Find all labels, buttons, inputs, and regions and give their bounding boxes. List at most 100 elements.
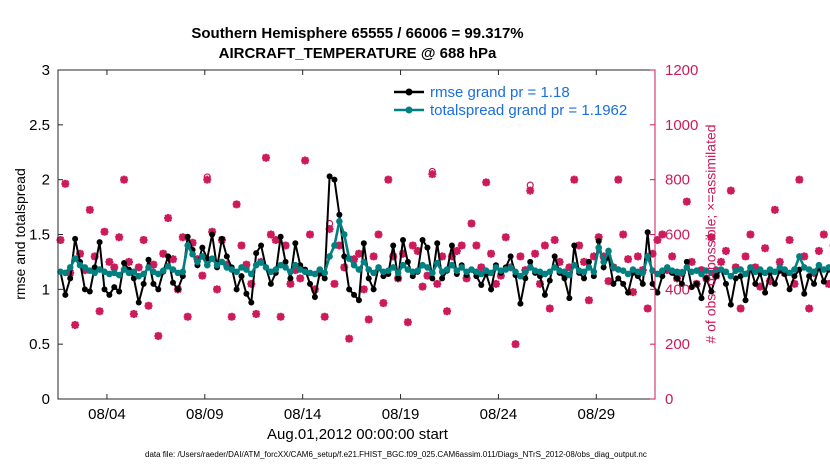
obs-possible-point [409,241,417,250]
series-point [624,270,632,278]
series-point [443,266,451,273]
series-point [389,264,397,271]
obs-possible-point [61,180,69,188]
obs-assimilated-point [795,175,804,184]
obs-assimilated-point [335,241,344,250]
obs-possible-point [477,263,485,271]
series-point [218,235,225,242]
obs-assimilated-point [359,285,368,294]
series-point [351,291,358,298]
obs-assimilated-point [805,304,814,313]
obs-possible-point [379,299,388,307]
obs-assimilated-point [120,175,129,184]
obs-possible-point [105,258,113,266]
series-point [360,240,367,247]
obs-possible-point [345,335,353,343]
series-point [649,267,656,274]
series-point [786,269,793,277]
obs-assimilated-point [227,312,236,321]
series-point [737,266,744,273]
series-point [620,280,627,287]
obs-possible-point [164,214,172,222]
obs-possible-point [321,313,329,321]
obs-possible-point [169,255,177,263]
series-point [595,238,602,245]
series-point [791,273,798,280]
series-point [526,264,534,271]
obs-assimilated-point [550,235,559,244]
obs-possible-point [785,236,794,244]
obs-possible-point [389,252,397,261]
obs-assimilated-point [707,233,716,242]
obs-assimilated-point [555,257,564,266]
series-point [267,280,274,287]
y-right-tick-label: 200 [665,336,690,353]
obs-assimilated-point [447,252,456,261]
obs-possible-point [551,236,559,244]
series-point [786,286,793,293]
obs-possible-point [100,228,109,236]
legend-entry-label: rmse grand pr = 1.18 [430,84,570,101]
series-point [257,258,265,266]
series-point [355,266,363,273]
obs-possible-point [237,241,246,250]
obs-assimilated-point [100,227,109,236]
obs-assimilated-point [565,263,574,272]
series-point [282,264,289,271]
series-point [115,271,123,279]
obs-assimilated-point [242,260,251,269]
series-point [659,267,666,274]
series-point [355,297,362,304]
obs-assimilated-point [159,249,168,258]
y-right-tick-label: 1200 [665,62,698,79]
obs-assimilated-point [198,271,207,280]
obs-assimilated-point [580,257,589,266]
series-point [341,253,348,260]
series-point [174,286,181,293]
series-point [336,218,343,225]
series-point [365,275,372,282]
obs-assimilated-point [491,279,500,288]
series-point [678,280,685,287]
obs-assimilated-point [800,252,809,261]
obs-possible-point [761,244,769,252]
series-point [248,299,255,306]
series-point [414,267,421,274]
obs-assimilated-point [124,257,133,266]
obs-possible-point [130,310,138,318]
obs-assimilated-point [330,279,339,288]
chart-subtitle: AIRCRAFT_TEMPERATURE @ 688 hPa [218,45,497,62]
obs-assimilated-point [575,241,584,250]
obs-possible-point [120,176,128,184]
obs-assimilated-point [751,263,760,272]
x-tick-label: 08/19 [382,406,420,423]
series-point [644,229,651,236]
obs-assimilated-point [369,252,378,261]
series-point [752,280,759,287]
series-point [522,275,529,282]
series-point [727,272,735,280]
series-point [801,290,808,297]
obs-possible-point [203,173,211,181]
series-point [424,244,431,251]
series-point [761,269,769,277]
series-point [258,242,265,249]
y-axis-left-label: rmse and totalspread [11,167,28,300]
obs-possible-point [267,230,275,239]
series-point [487,269,495,277]
series-point [619,267,627,274]
obs-assimilated-point [589,252,598,261]
obs-assimilated-point [56,235,65,244]
obs-assimilated-point [721,246,730,255]
y-right-tick-label: 800 [665,172,690,189]
obs-assimilated-point [790,279,799,288]
series-point [316,266,324,273]
series-point [121,260,128,267]
series-point [145,256,152,263]
obs-assimilated-point [149,260,158,269]
obs-assimilated-point [477,263,486,272]
series-point [336,211,343,218]
legend-box [390,80,652,120]
legend-marker [405,88,413,96]
